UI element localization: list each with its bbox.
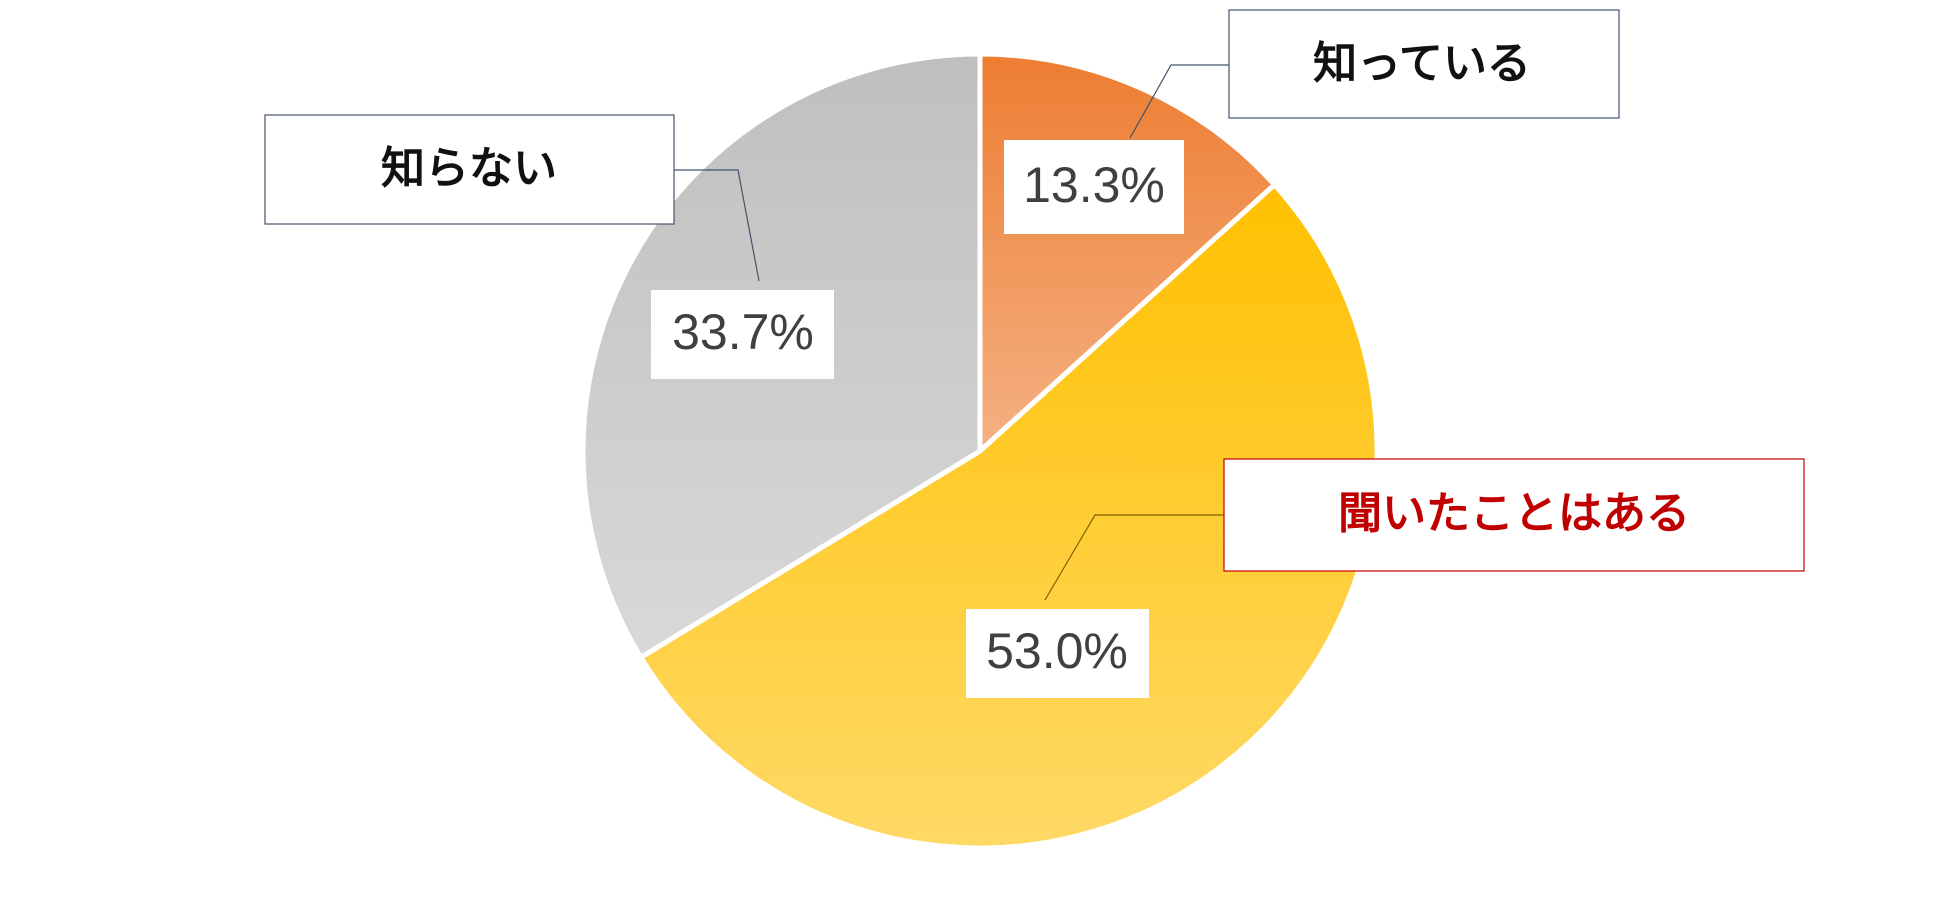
value-label-box <box>651 290 834 379</box>
value-label-box <box>1004 140 1184 234</box>
leader-line <box>1044 514 1224 601</box>
pie-slice <box>638 182 1380 851</box>
leader-line <box>674 169 760 282</box>
leader-line <box>1129 64 1229 139</box>
label-box <box>264 114 675 225</box>
value-label: 13.3% <box>1023 157 1165 213</box>
value-label-box <box>966 609 1149 698</box>
label-box <box>1228 9 1620 119</box>
value-label: 53.0% <box>986 623 1128 679</box>
category-label: 聞いたことはある <box>1338 488 1690 539</box>
value-label: 33.7% <box>672 304 814 360</box>
label-box <box>1223 458 1805 572</box>
category-label: 知らない <box>381 143 557 194</box>
category-label: 知っている <box>1313 38 1531 89</box>
pie <box>580 51 1380 851</box>
